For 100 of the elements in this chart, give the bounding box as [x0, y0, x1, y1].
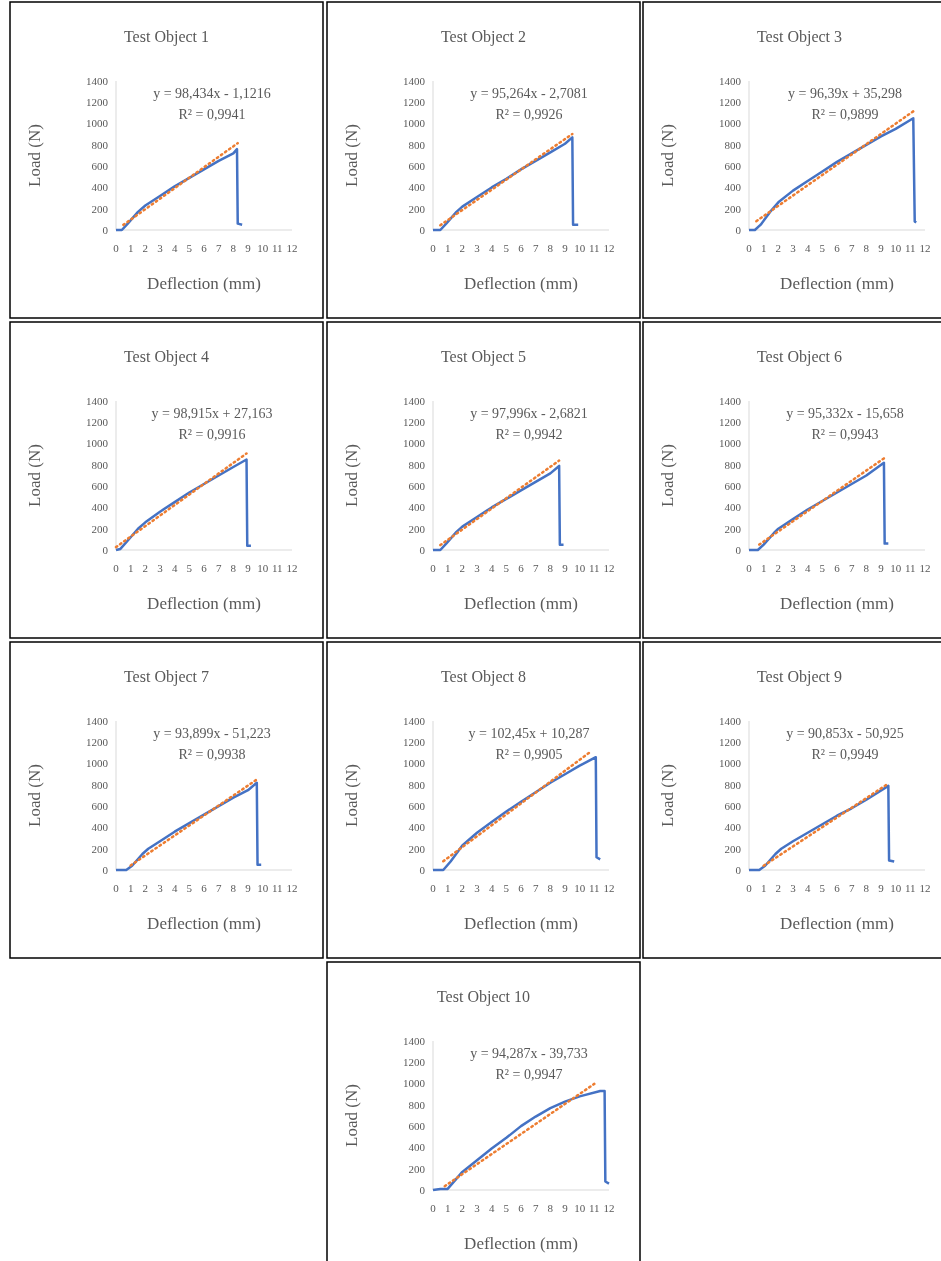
x-tick-label: 11 [905, 242, 916, 254]
x-tick-label: 3 [157, 882, 164, 894]
x-tick-label: 10 [890, 242, 902, 254]
y-tick-label: 1400 [403, 714, 426, 727]
y-axis-title: Load (N) [658, 764, 677, 827]
y-tick-label: 0 [735, 543, 742, 556]
x-tick-label: 9 [245, 242, 252, 254]
y-tick-label: 0 [735, 223, 742, 236]
x-tick-label: 0 [113, 242, 120, 254]
y-tick-label: 400 [408, 181, 426, 194]
x-tick-label: 3 [157, 562, 164, 574]
y-tick-label: 1000 [403, 117, 426, 130]
x-axis-title: Deflection (mm) [780, 594, 894, 613]
x-tick-label: 4 [804, 242, 811, 254]
x-tick-label: 2 [459, 882, 466, 894]
y-axis-title: Load (N) [25, 124, 44, 187]
chart-title: Test Object 4 [123, 348, 210, 366]
x-tick-label: 11 [589, 882, 600, 894]
y-tick-label: 400 [408, 501, 426, 514]
x-tick-label: 0 [430, 882, 437, 894]
y-tick-label: 0 [102, 223, 109, 236]
x-tick-label: 7 [215, 242, 222, 254]
y-tick-label: 600 [91, 479, 109, 492]
x-tick-label: 6 [201, 882, 208, 894]
x-tick-label: 6 [518, 562, 525, 574]
y-tick-label: 200 [91, 842, 109, 855]
x-tick-label: 4 [488, 562, 495, 574]
x-tick-label: 3 [790, 882, 797, 894]
y-tick-label: 1200 [403, 416, 426, 429]
y-tick-label: 0 [419, 1183, 426, 1196]
x-tick-label: 9 [562, 562, 569, 574]
x-tick-label: 2 [775, 562, 782, 574]
x-tick-label: 9 [878, 882, 885, 894]
x-tick-label: 7 [215, 562, 222, 574]
y-tick-label: 400 [408, 1141, 426, 1154]
chart-title: Test Object 2 [440, 28, 527, 46]
x-tick-label: 5 [503, 242, 510, 254]
y-tick-label: 1200 [403, 1056, 426, 1069]
y-tick-label: 600 [724, 799, 742, 812]
y-tick-label: 0 [102, 863, 109, 876]
y-tick-label: 400 [91, 821, 109, 834]
x-tick-label: 7 [215, 882, 222, 894]
x-tick-label: 7 [532, 882, 539, 894]
y-tick-label: 400 [91, 181, 109, 194]
x-tick-label: 6 [518, 1202, 525, 1214]
x-tick-label: 9 [562, 1202, 569, 1214]
x-tick-label: 6 [518, 882, 525, 894]
y-tick-label: 1200 [403, 96, 426, 109]
annotation: y = 98,434x - 1,1216 [153, 86, 271, 101]
x-axis-title: Deflection (mm) [147, 274, 261, 293]
x-tick-label: 12 [286, 562, 298, 574]
x-tick-label: 4 [804, 562, 811, 574]
annotation: R² = 0,9926 [495, 107, 563, 122]
annotation: R² = 0,9943 [811, 427, 879, 442]
x-axis-title: Deflection (mm) [147, 594, 261, 613]
x-tick-label: 12 [603, 242, 615, 254]
x-tick-label: 5 [819, 882, 826, 894]
x-tick-label: 2 [142, 242, 149, 254]
x-tick-label: 6 [834, 242, 841, 254]
annotation: R² = 0,9941 [178, 107, 246, 122]
annotation: R² = 0,9947 [495, 1067, 563, 1082]
x-tick-label: 0 [430, 1202, 437, 1214]
x-tick-label: 12 [919, 882, 931, 894]
y-axis-title: Load (N) [658, 124, 677, 187]
x-tick-label: 2 [459, 1202, 466, 1214]
x-tick-label: 3 [474, 242, 481, 254]
y-tick-label: 200 [408, 842, 426, 855]
x-tick-label: 4 [488, 1202, 495, 1214]
x-tick-label: 12 [603, 1202, 615, 1214]
y-tick-label: 400 [91, 501, 109, 514]
x-tick-label: 8 [547, 242, 554, 254]
y-tick-label: 400 [724, 501, 742, 514]
y-tick-label: 0 [419, 863, 426, 876]
y-tick-label: 1400 [86, 74, 109, 87]
x-tick-label: 5 [819, 562, 826, 574]
x-tick-label: 11 [589, 242, 600, 254]
x-tick-label: 12 [286, 242, 298, 254]
x-tick-label: 8 [547, 1202, 554, 1214]
y-tick-label: 800 [408, 458, 426, 471]
x-tick-label: 6 [201, 242, 208, 254]
y-tick-label: 1000 [719, 437, 742, 450]
y-tick-label: 1400 [403, 394, 426, 407]
x-tick-label: 9 [245, 882, 252, 894]
y-tick-label: 0 [419, 223, 426, 236]
y-tick-label: 800 [724, 778, 742, 791]
y-tick-label: 200 [408, 1162, 426, 1175]
y-axis-title: Load (N) [658, 444, 677, 507]
x-tick-label: 11 [905, 562, 916, 574]
y-tick-label: 200 [724, 842, 742, 855]
x-tick-label: 3 [474, 1202, 481, 1214]
x-tick-label: 9 [878, 562, 885, 574]
y-axis-title: Load (N) [342, 1084, 361, 1147]
x-tick-label: 11 [589, 562, 600, 574]
y-tick-label: 800 [724, 138, 742, 151]
x-tick-label: 8 [863, 562, 870, 574]
x-tick-label: 10 [257, 882, 269, 894]
x-tick-label: 7 [532, 1202, 539, 1214]
annotation: R² = 0,9905 [495, 747, 563, 762]
x-tick-label: 0 [430, 242, 437, 254]
x-tick-label: 11 [272, 882, 283, 894]
